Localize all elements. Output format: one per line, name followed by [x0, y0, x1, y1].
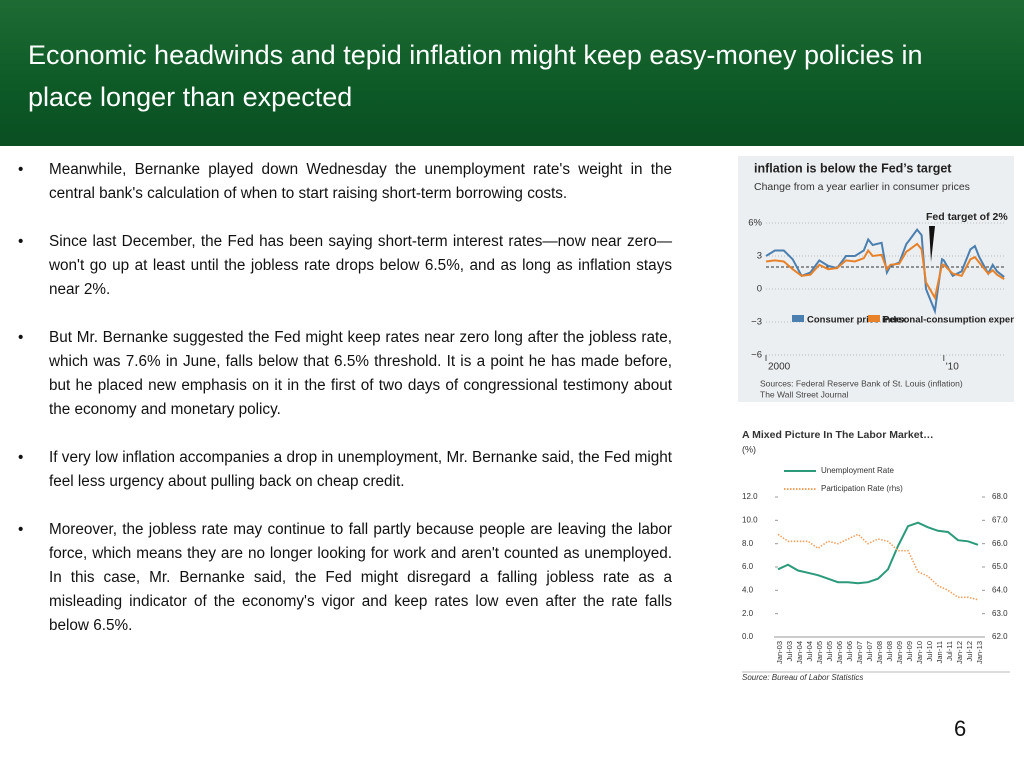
header: Economic headwinds and tepid inflation m… — [0, 0, 1024, 146]
y-tick-label: −3 — [751, 317, 762, 328]
x-tick-label: Jul-08 — [885, 641, 894, 661]
series-line — [777, 533, 979, 601]
y2-tick-label: 64.0 — [992, 585, 1008, 594]
source: The Wall Street Journal — [760, 389, 849, 399]
source: Sources: Federal Reserve Bank of St. Lou… — [760, 378, 963, 388]
y-tick-label: 12.0 — [742, 492, 758, 501]
labor-chart: A Mixed Picture In The Labor Market… (%) 0… — [738, 425, 1014, 687]
y2-tick-label: 62.0 — [992, 632, 1008, 641]
bullet-dot: • — [18, 449, 24, 466]
x-tick-label: Jan-07 — [855, 641, 864, 664]
y-tick-label: 0 — [757, 284, 762, 295]
chart-background — [738, 156, 1014, 402]
y-tick-label: 10.0 — [742, 515, 758, 524]
bullet-text: If very low inflation accompanies a drop… — [49, 449, 672, 490]
y-tick-label: 8.0 — [742, 539, 754, 548]
x-tick-label: Jul-05 — [825, 641, 834, 661]
y2-tick-label: 66.0 — [992, 539, 1008, 548]
x-tick-label: Jul-07 — [865, 641, 874, 661]
x-tick-label: Jan-13 — [975, 641, 984, 664]
chart-background — [738, 425, 1014, 687]
annotation: Fed target of 2% — [926, 211, 1008, 223]
bullet: • Moreover, the jobless rate may continue… — [18, 518, 672, 638]
page-number: 6 — [954, 716, 967, 741]
legend-swatch — [868, 315, 880, 322]
bullet-dot: • — [18, 521, 24, 538]
bullet-text: Moreover, the jobless rate may continue … — [49, 521, 672, 634]
x-tick-label: Jul-03 — [785, 641, 794, 661]
bullet-list: • Meanwhile, Bernanke played down Wednesd… — [18, 158, 672, 662]
x-tick-label: Jul-06 — [845, 641, 854, 661]
y-tick-label: 6% — [748, 218, 762, 229]
x-tick-label: Jan-10 — [915, 641, 924, 664]
x-tick-label: '10 — [946, 362, 959, 373]
bullet: • Since last December, the Fed has been s… — [18, 230, 672, 302]
x-tick-label: Jan-06 — [835, 641, 844, 664]
x-tick-label: Jan-12 — [955, 641, 964, 664]
y2-tick-label: 67.0 — [992, 515, 1008, 524]
bullet: • If very low inflation accompanies a dro… — [18, 446, 672, 494]
x-tick-label: Jan-03 — [775, 641, 784, 664]
y2-tick-label: 68.0 — [992, 492, 1008, 501]
bullet-dot: • — [18, 161, 24, 178]
series-line — [765, 242, 1005, 301]
chart-title: A Mixed Picture In The Labor Market… — [742, 429, 934, 441]
slide-title: Economic headwinds and tepid inflation m… — [28, 40, 923, 112]
bullet-dot: • — [18, 329, 24, 346]
bullet: • Meanwhile, Bernanke played down Wednesd… — [18, 158, 672, 206]
x-tick-label: Jan-08 — [875, 641, 884, 664]
bullet-dot: • — [18, 233, 24, 250]
x-tick-label: 2000 — [768, 362, 791, 373]
bullet-text: Meanwhile, Bernanke played down Wednesda… — [49, 161, 672, 202]
y-tick-label: −6 — [751, 350, 762, 361]
x-tick-label: Jul-09 — [905, 641, 914, 661]
chart-title: inflation is below the Fed’s target — [754, 161, 952, 175]
series-line — [777, 521, 979, 585]
chart-subtitle: Change from a year earlier in consumer p… — [754, 181, 970, 193]
legend-label: Consumer price index — [807, 315, 907, 326]
y-tick-label: 3 — [757, 251, 762, 262]
legend-label: Participation Rate (rhs) — [821, 484, 903, 493]
chart-subtitle: (%) — [742, 444, 756, 454]
x-tick-label: Jan-04 — [795, 641, 804, 664]
x-tick-label: Jan-11 — [935, 641, 944, 663]
y-tick-label: 0.0 — [742, 632, 754, 641]
bullet-text: But Mr. Bernanke suggested the Fed might… — [49, 329, 672, 418]
x-tick-label: Jul-12 — [965, 641, 974, 661]
inflation-chart: inflation is below the Fed’s target Chang… — [738, 156, 1014, 402]
y-tick-label: 2.0 — [742, 609, 754, 618]
source: Source: Bureau of Labor Statistics — [742, 673, 863, 682]
x-tick-label: Jan-05 — [815, 641, 824, 664]
x-tick-label: Jul-10 — [925, 641, 934, 661]
x-tick-label: Jul-11 — [945, 641, 954, 661]
annotation-arrow — [929, 226, 935, 262]
y-tick-label: 6.0 — [742, 562, 754, 571]
x-tick-label: Jul-04 — [805, 641, 814, 661]
legend-swatch — [792, 315, 804, 322]
y2-tick-label: 65.0 — [992, 562, 1008, 571]
bullet: • But Mr. Bernanke suggested the Fed migh… — [18, 326, 672, 422]
y-tick-label: 4.0 — [742, 585, 754, 594]
y2-tick-label: 63.0 — [992, 609, 1008, 618]
x-tick-label: Jan-09 — [895, 641, 904, 664]
bullet-text: Since last December, the Fed has been sa… — [49, 233, 672, 298]
legend-label: Unemployment Rate — [821, 466, 894, 475]
legend-label: Personal-consumption expenditures price … — [883, 315, 1014, 326]
